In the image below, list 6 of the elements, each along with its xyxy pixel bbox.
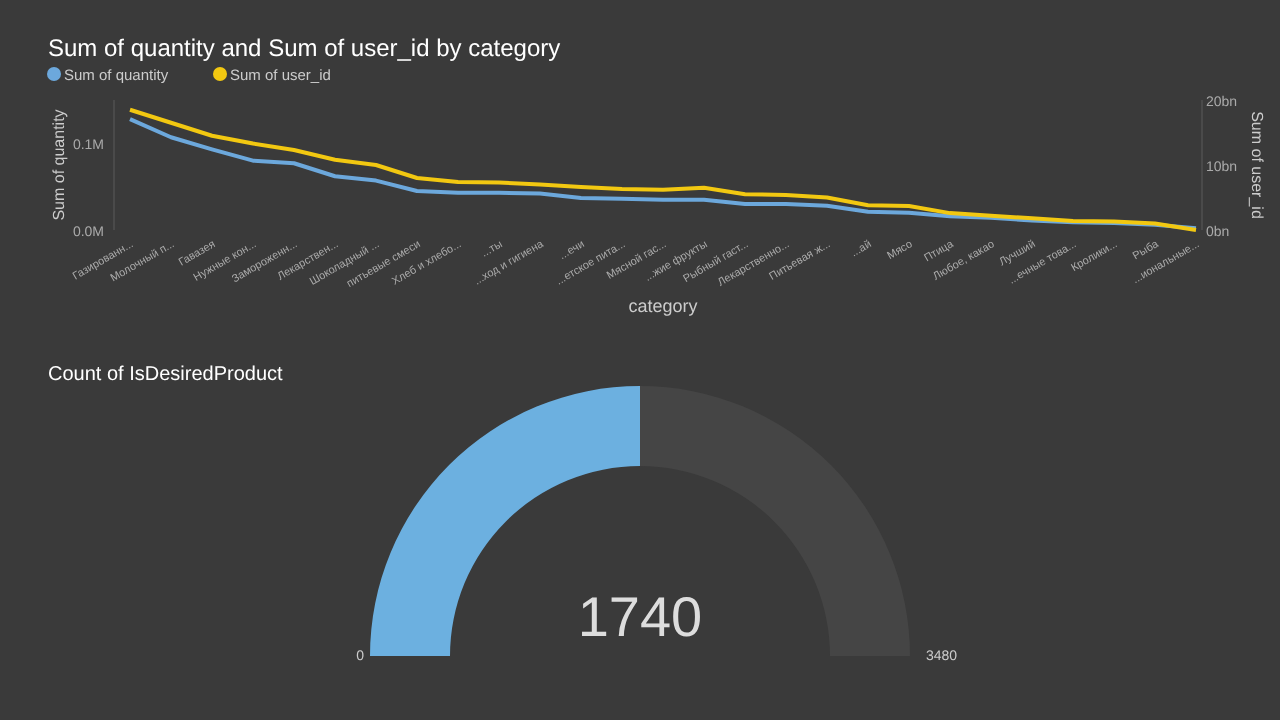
chart-title: Sum of quantity and Sum of user_id by category (48, 34, 561, 62)
y2-axis-title: Sum of user_id (1248, 111, 1266, 219)
x-axis-title: category (628, 296, 699, 316)
y-axis-title: Sum of quantity (50, 109, 68, 221)
data-label: 1740 (577, 586, 703, 648)
text: Count of IsDesiredProduct (48, 364, 283, 386)
